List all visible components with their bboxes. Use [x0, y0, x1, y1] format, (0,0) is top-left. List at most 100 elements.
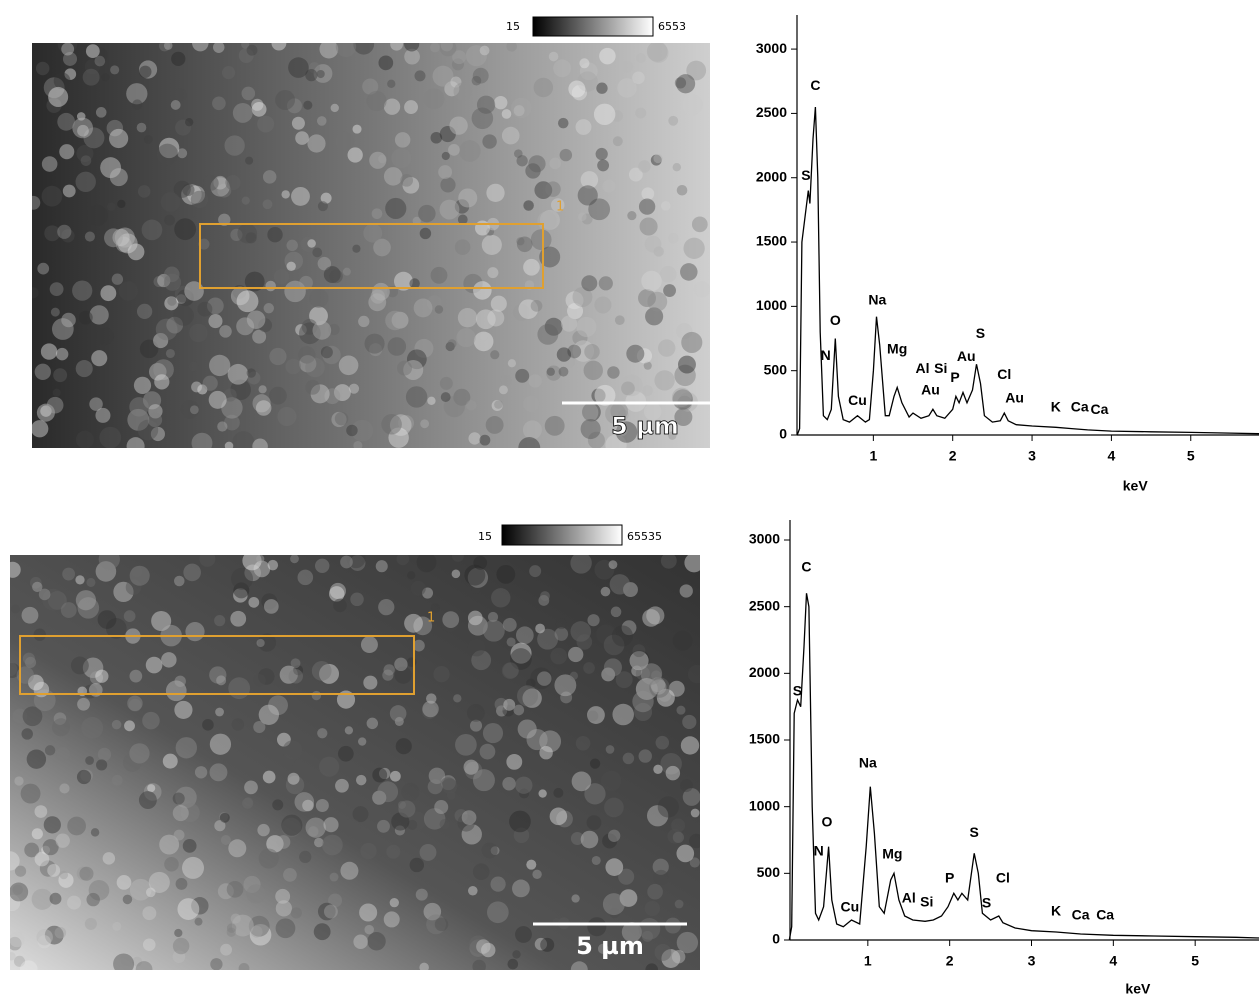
- grain: [515, 926, 532, 943]
- grain: [646, 805, 669, 827]
- grain: [518, 299, 539, 319]
- grain: [213, 175, 228, 190]
- grain: [123, 753, 142, 772]
- grain: [428, 767, 446, 785]
- grain: [522, 420, 542, 440]
- grain: [215, 707, 224, 717]
- grain: [333, 384, 351, 401]
- grain: [681, 331, 703, 354]
- grain: [249, 923, 272, 946]
- grain: [10, 936, 22, 951]
- grain: [42, 839, 59, 856]
- sem-background: [32, 43, 710, 448]
- grain: [238, 48, 254, 64]
- grain: [416, 555, 437, 573]
- grain: [233, 588, 248, 603]
- grain: [442, 611, 460, 628]
- grain: [602, 833, 618, 849]
- grain: [467, 567, 489, 588]
- grain: [72, 280, 93, 301]
- grain: [346, 424, 358, 437]
- grain: [487, 267, 499, 279]
- grain: [537, 671, 552, 686]
- grain: [468, 432, 481, 445]
- grain: [28, 674, 44, 691]
- grain: [202, 375, 218, 391]
- grain: [510, 648, 532, 670]
- grain: [244, 271, 265, 292]
- grain: [242, 797, 254, 809]
- grain: [640, 663, 663, 685]
- grain: [525, 163, 541, 179]
- grain: [84, 59, 101, 75]
- grain: [383, 167, 403, 186]
- grain: [373, 238, 391, 257]
- grain: [224, 414, 240, 431]
- grain: [512, 303, 530, 321]
- grain: [252, 394, 271, 413]
- grain: [281, 753, 296, 768]
- grain: [388, 427, 409, 448]
- grain: [465, 45, 488, 67]
- grain: [85, 44, 100, 58]
- grain: [506, 637, 516, 647]
- grain: [514, 149, 523, 158]
- grain: [132, 99, 143, 110]
- grain: [77, 597, 100, 619]
- grain: [576, 316, 597, 337]
- grain: [635, 666, 650, 681]
- sem-image: 1 5 µm 15 65535: [10, 524, 700, 970]
- grain: [643, 402, 662, 421]
- grain: [279, 665, 298, 684]
- grain: [257, 633, 277, 652]
- grain: [191, 432, 213, 448]
- peak-label: Ca: [1072, 907, 1090, 923]
- grain: [136, 122, 147, 133]
- grain: [577, 71, 598, 92]
- grain: [20, 960, 38, 970]
- grain: [164, 214, 175, 226]
- grain: [454, 809, 468, 823]
- grain: [44, 925, 64, 945]
- grain: [94, 55, 106, 67]
- grain: [515, 626, 534, 645]
- grain: [622, 752, 635, 765]
- grain: [96, 327, 115, 346]
- grain: [549, 157, 561, 170]
- grain: [153, 332, 169, 349]
- grain: [586, 815, 602, 831]
- grain: [540, 591, 550, 601]
- grain: [440, 392, 451, 402]
- grain: [241, 86, 256, 101]
- grain: [687, 664, 700, 684]
- grain: [89, 397, 103, 411]
- grain: [301, 318, 318, 335]
- grain: [364, 924, 374, 935]
- grain: [506, 753, 523, 770]
- grain: [423, 88, 445, 110]
- grain: [43, 816, 61, 834]
- grain: [659, 265, 677, 283]
- grain: [50, 307, 60, 317]
- grain: [231, 718, 245, 731]
- grain: [475, 309, 496, 330]
- grain: [174, 285, 192, 303]
- grain: [157, 273, 171, 288]
- grain: [507, 359, 516, 368]
- grain: [100, 285, 117, 302]
- grain: [549, 807, 568, 826]
- grain: [163, 273, 182, 291]
- grain: [48, 86, 69, 107]
- grain: [465, 399, 477, 411]
- grain: [385, 197, 407, 220]
- grain: [166, 316, 184, 334]
- grain: [494, 697, 508, 711]
- grain: [409, 857, 425, 873]
- grain: [10, 604, 20, 614]
- grain: [603, 658, 622, 677]
- grain: [439, 199, 460, 220]
- grain: [174, 675, 186, 687]
- grain: [490, 295, 507, 312]
- grain: [617, 78, 637, 98]
- grain: [246, 310, 266, 329]
